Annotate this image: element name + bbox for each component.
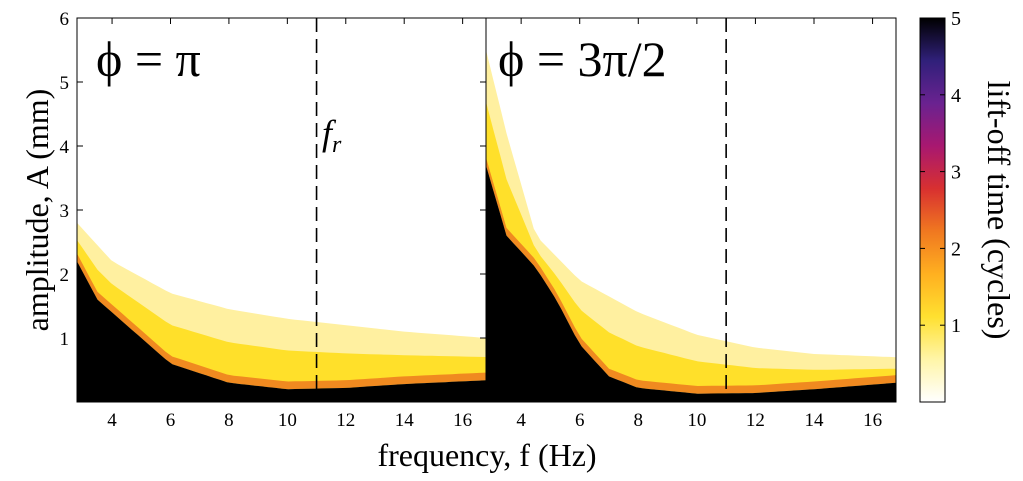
- x-axis-title: frequency, f (Hz): [377, 437, 596, 473]
- x-tick-label: 4: [107, 410, 117, 431]
- colorbar-tick-label: 1: [951, 315, 961, 337]
- panel-left: ϕ = π fr: [77, 18, 486, 402]
- panel-right: ϕ = 3π/2: [486, 18, 896, 402]
- band-left-yellow: [77, 240, 486, 390]
- colorbar-tick-label: 5: [951, 8, 961, 30]
- y-tick-label: 5: [60, 73, 70, 94]
- y-tick-label: 2: [60, 265, 70, 286]
- x-tick-label: 6: [166, 410, 176, 431]
- y-axis-title: amplitude, A (mm): [19, 89, 55, 332]
- colorbar-tick-label: 2: [951, 238, 961, 260]
- colorbar-tick-label: 4: [951, 85, 961, 107]
- band-right-pale: [486, 50, 896, 394]
- colorbar-bar: [919, 17, 946, 403]
- x-tick-label: 4: [516, 410, 526, 431]
- y-tick-label: 6: [60, 9, 70, 30]
- x-axis-ticks-right: 4 6 8 10 12 14 16: [516, 18, 882, 431]
- resonance-label-sub: r: [332, 132, 342, 158]
- heatmap-region-left: [77, 222, 486, 402]
- y-tick-label: 1: [60, 329, 70, 350]
- no-liftoff-region-left: [77, 261, 486, 402]
- y-tick-label: 3: [60, 201, 70, 222]
- colorbar-ticks: 1 2 3 4 5: [920, 8, 961, 337]
- x-tick-label: 8: [634, 410, 644, 431]
- panel-label-right: ϕ = 3π/2: [498, 31, 667, 87]
- colorbar-title: lift-off time (cycles): [981, 81, 1017, 340]
- y-axis-ticks: 1 2 3 4 5 6: [60, 9, 486, 350]
- colorbar-tick-label: 3: [951, 162, 961, 184]
- x-tick-label: 16: [453, 410, 472, 431]
- band-right-yellow: [486, 101, 896, 394]
- panel-label-left: ϕ = π: [96, 31, 201, 87]
- band-left-orange: [77, 253, 486, 390]
- y-tick-label: 4: [60, 137, 70, 158]
- x-tick-label: 12: [746, 410, 765, 431]
- x-tick-label: 16: [863, 410, 882, 431]
- x-tick-label: 10: [687, 410, 706, 431]
- x-tick-label: 8: [224, 410, 234, 431]
- x-tick-label: 6: [575, 410, 585, 431]
- x-tick-label: 10: [278, 410, 297, 431]
- x-tick-label: 14: [395, 410, 415, 431]
- no-liftoff-region-right: [486, 165, 896, 402]
- colorbar: 1 2 3 4 5 lift-off time (cycles): [919, 8, 1017, 403]
- x-tick-label: 12: [336, 410, 355, 431]
- x-axis-ticks-left: 4 6 8 10 12 14 16: [107, 18, 472, 431]
- x-tick-label: 14: [805, 410, 825, 431]
- heatmap-region-right: [486, 50, 896, 402]
